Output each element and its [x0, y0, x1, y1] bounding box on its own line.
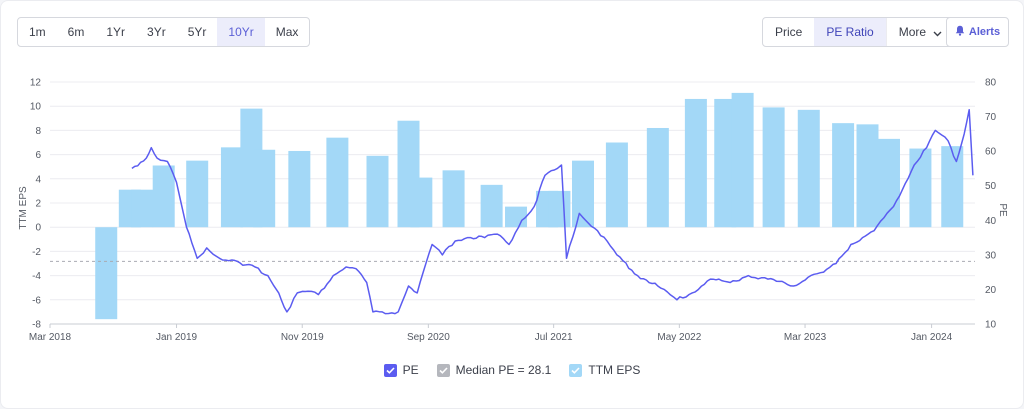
chart-legend: PE Median PE = 28.1 TTM EPS	[0, 363, 1024, 377]
legend-label-ttm-eps: TTM EPS	[588, 363, 641, 377]
range-1m[interactable]: 1m	[29, 25, 46, 39]
bell-icon	[955, 25, 965, 39]
legend-item-ttm-eps[interactable]: TTM EPS	[569, 363, 640, 377]
legend-label-median-pe: Median PE = 28.1	[455, 363, 552, 377]
mode-pe-ratio[interactable]: PE Ratio	[814, 18, 886, 46]
alerts-label: Alerts	[968, 26, 1001, 38]
more-label: More	[898, 25, 927, 39]
range-max[interactable]: Max	[275, 25, 299, 39]
checkbox-checked-icon	[436, 363, 450, 377]
mode-price[interactable]: Price	[775, 25, 803, 39]
range-selector: 1m 6m 1Yr 3Yr 5Yr 10Yr Max	[17, 17, 311, 47]
legend-item-pe[interactable]: PE	[383, 363, 419, 377]
checkbox-checked-icon	[569, 363, 583, 377]
range-5yr[interactable]: 5Yr	[187, 25, 207, 39]
range-1yr[interactable]: 1Yr	[106, 25, 126, 39]
range-10yr[interactable]: 10Yr	[217, 18, 265, 46]
chevron-down-icon	[933, 19, 942, 46]
range-6m[interactable]: 6m	[67, 25, 85, 39]
alerts-button[interactable]: Alerts	[946, 17, 1009, 47]
more-dropdown[interactable]: More	[885, 18, 955, 46]
checkbox-checked-icon	[383, 363, 397, 377]
mode-selector: Price PE Ratio More	[762, 17, 956, 47]
range-3yr[interactable]: 3Yr	[147, 25, 166, 39]
legend-item-median-pe[interactable]: Median PE = 28.1	[436, 363, 552, 377]
legend-label-pe: PE	[402, 363, 419, 377]
